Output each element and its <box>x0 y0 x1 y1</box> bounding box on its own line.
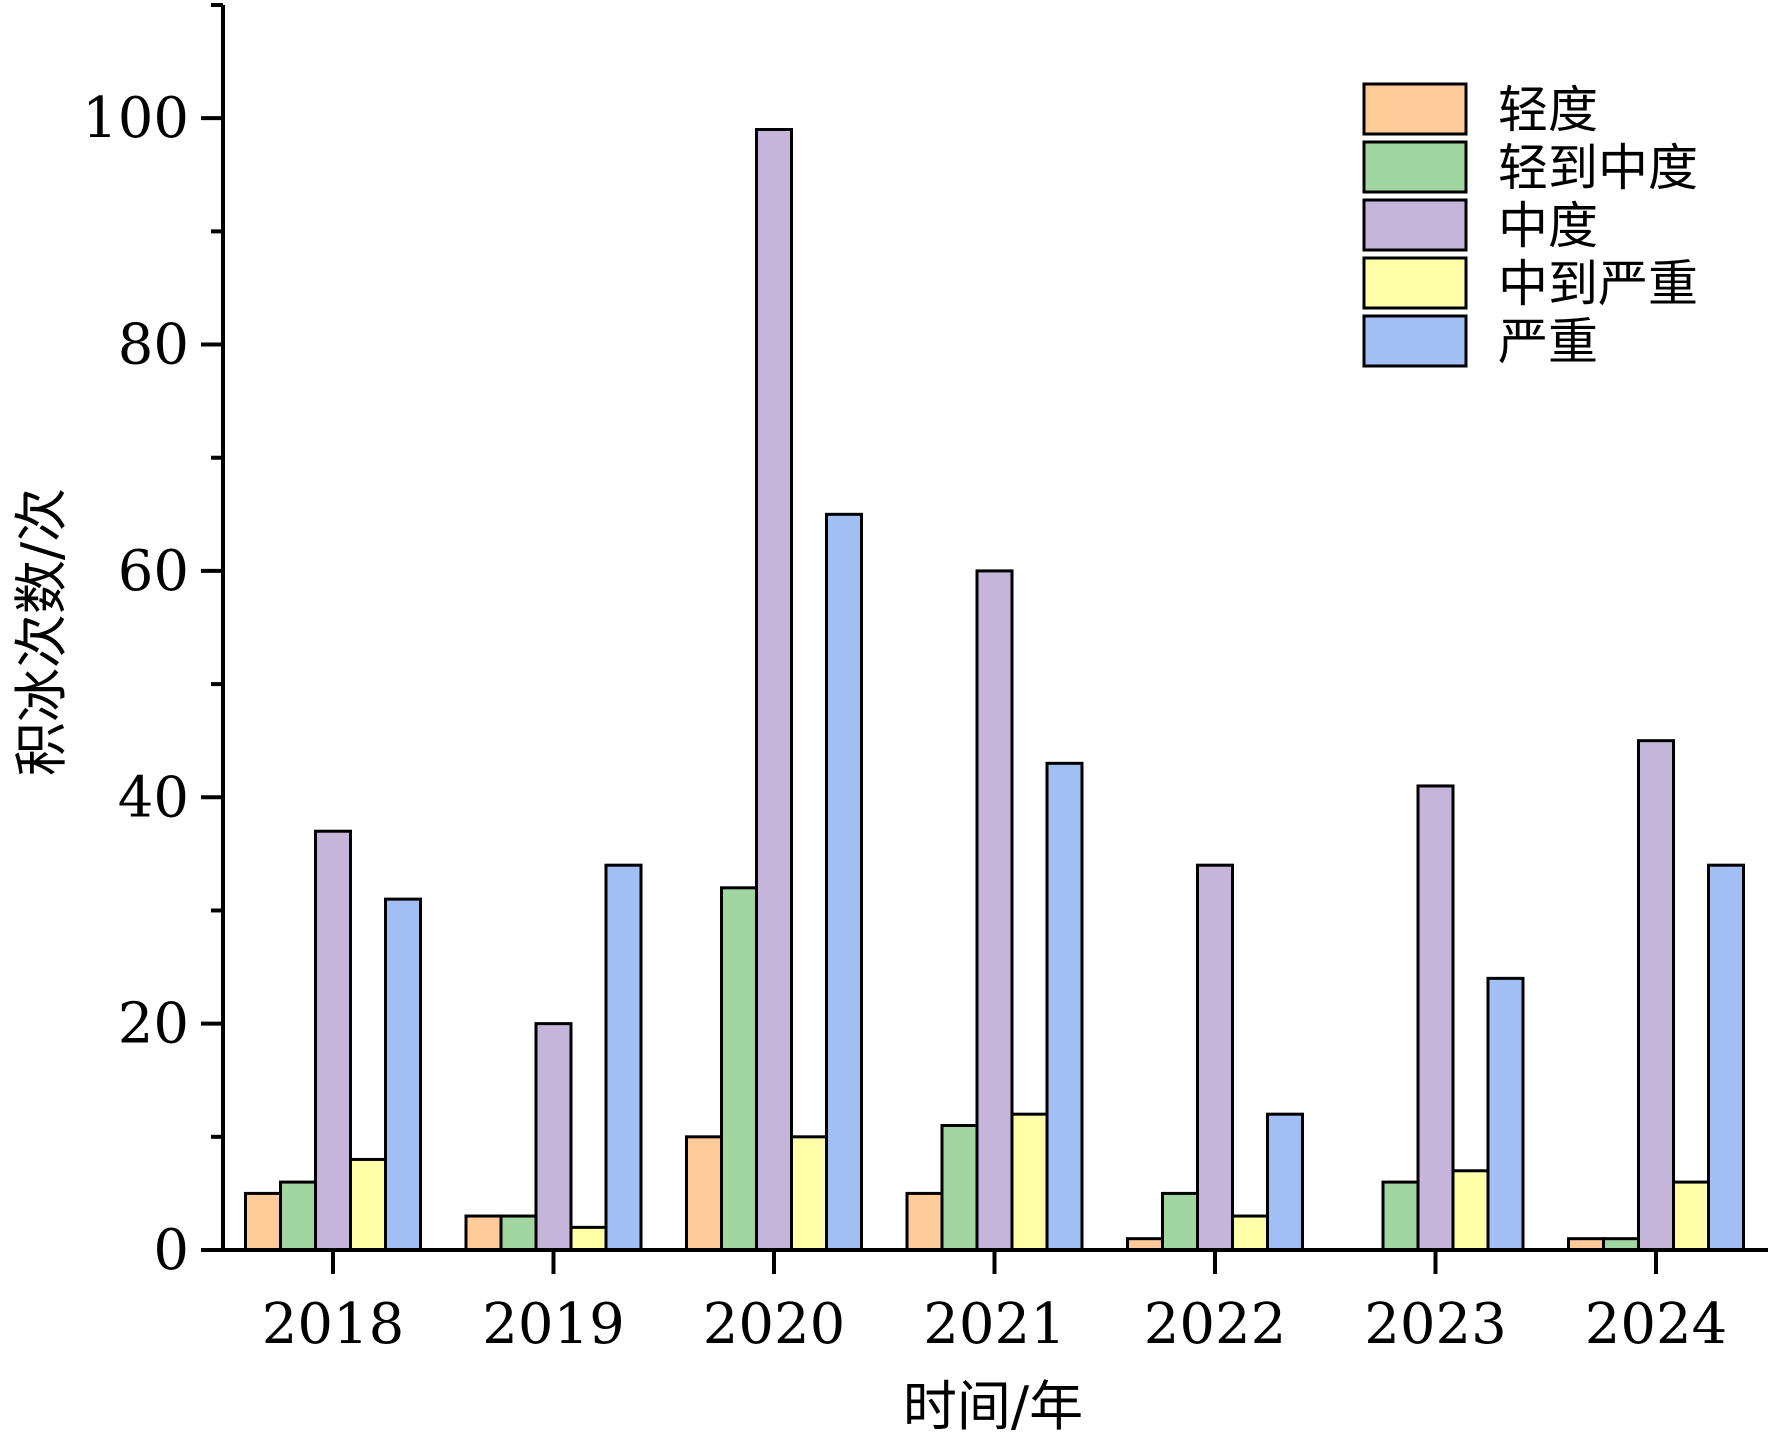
legend-swatch <box>1362 140 1468 194</box>
bar-2022-3 <box>1196 863 1234 1252</box>
x-tick-label-2024: 2024 <box>1585 1292 1728 1357</box>
y-tick-label: 40 <box>118 765 189 830</box>
bar-2021-2 <box>940 1124 979 1252</box>
bar-2020-2 <box>720 886 758 1252</box>
bar-2018-3 <box>314 829 352 1252</box>
x-axis-title: 时间/年 <box>903 1375 1083 1438</box>
bar-2022-5 <box>1266 1112 1304 1252</box>
bar-2021-3 <box>975 569 1014 1252</box>
x-tick-label-2020: 2020 <box>703 1292 846 1357</box>
bar-2021-5 <box>1045 761 1084 1252</box>
legend-label: 中到严重 <box>1498 255 1698 313</box>
bar-2021-1 <box>905 1191 944 1252</box>
legend-item-4: 中到严重 <box>1362 255 1698 313</box>
bar-2018-2 <box>279 1180 317 1252</box>
bar-2020-3 <box>755 128 793 1252</box>
bar-2018-1 <box>244 1191 282 1252</box>
legend-item-3: 中度 <box>1362 197 1598 255</box>
bar-2023-4 <box>1451 1169 1490 1252</box>
legend-label: 轻度 <box>1498 81 1598 139</box>
x-tick-label-2018: 2018 <box>262 1292 405 1357</box>
y-tick-label: 80 <box>118 313 189 378</box>
legend-swatch <box>1362 198 1468 252</box>
legend-item-1: 轻度 <box>1362 81 1598 139</box>
legend-label: 严重 <box>1498 313 1598 371</box>
bar-2022-2 <box>1161 1191 1199 1252</box>
y-tick-label: 100 <box>82 86 189 151</box>
bar-2023-5 <box>1486 976 1525 1252</box>
legend-label: 轻到中度 <box>1498 139 1698 197</box>
bar-2019-2 <box>499 1214 538 1252</box>
bar-2019-5 <box>604 863 643 1252</box>
x-tick-label-2023: 2023 <box>1364 1292 1507 1357</box>
bar-2022-4 <box>1231 1214 1269 1252</box>
x-tick-label-2021: 2021 <box>923 1292 1066 1357</box>
bar-2024-3 <box>1637 739 1675 1252</box>
x-tick-label-2019: 2019 <box>482 1292 625 1357</box>
y-axis-title: 积冰次数/次 <box>10 488 73 776</box>
legend-swatch <box>1362 314 1468 368</box>
legend-swatch <box>1362 82 1468 136</box>
bar-2023-3 <box>1416 784 1455 1252</box>
y-tick-label: 60 <box>118 539 189 604</box>
legend-item-2: 轻到中度 <box>1362 139 1698 197</box>
y-tick-label: 20 <box>118 992 189 1057</box>
bar-2020-4 <box>790 1135 828 1252</box>
legend-label: 中度 <box>1498 197 1598 255</box>
bar-2018-4 <box>349 1157 387 1252</box>
x-ticks-group: 2018 2019 2020 2021 2022 2023 2024 <box>262 1250 1728 1357</box>
bar-2019-3 <box>534 1022 573 1252</box>
bar-2021-4 <box>1010 1112 1049 1252</box>
bar-2024-4 <box>1672 1180 1710 1252</box>
bar-2019-4 <box>569 1225 608 1252</box>
legend-item-5: 严重 <box>1362 313 1598 371</box>
bar-2020-1 <box>685 1135 723 1252</box>
bar-2020-5 <box>825 512 863 1252</box>
x-tick-label-2022: 2022 <box>1144 1292 1287 1357</box>
bar-2023-2 <box>1381 1180 1420 1252</box>
bar-2024-5 <box>1707 863 1745 1252</box>
bar-2018-5 <box>384 897 422 1252</box>
y-tick-label: 0 <box>153 1218 189 1283</box>
legend-swatch <box>1362 256 1468 310</box>
bar-2019-1 <box>464 1214 503 1252</box>
y-ticks-group: 0 20 40 60 80 100 <box>82 3 223 1283</box>
